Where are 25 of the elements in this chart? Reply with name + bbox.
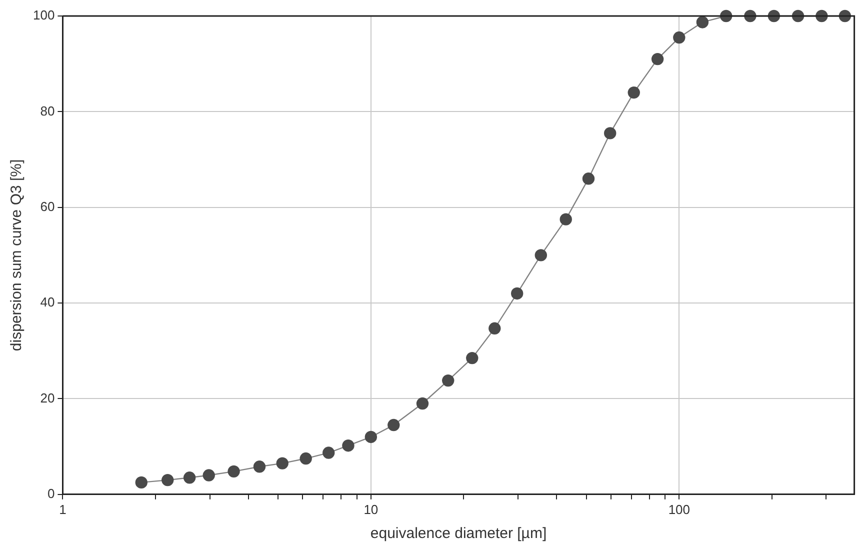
point	[510, 287, 524, 300]
point	[534, 249, 547, 262]
y-tick-label: 100	[32, 8, 55, 23]
point	[276, 457, 288, 470]
x-tick-label: 100	[668, 502, 690, 517]
y-axis-title: dispersion sum curve Q3 [%]	[8, 159, 26, 352]
point	[628, 86, 640, 99]
x-axis-title: equivalence diameter [µm]	[370, 525, 547, 542]
y-tick-label: 0	[47, 486, 55, 501]
point	[604, 127, 616, 140]
y-tick-label: 80	[40, 103, 55, 118]
point	[673, 31, 686, 44]
x-tick-label: 1	[59, 502, 66, 517]
point	[135, 476, 148, 489]
x-tick-label: 10	[364, 502, 378, 517]
y-tick-label: 60	[40, 198, 55, 214]
point	[253, 460, 266, 473]
y-tick-label: 40	[40, 294, 55, 310]
point	[651, 52, 664, 66]
point	[696, 16, 709, 28]
point	[183, 472, 196, 484]
y-tick-label: 20	[40, 390, 55, 406]
point	[322, 446, 335, 459]
point	[300, 452, 312, 465]
point	[416, 397, 429, 410]
